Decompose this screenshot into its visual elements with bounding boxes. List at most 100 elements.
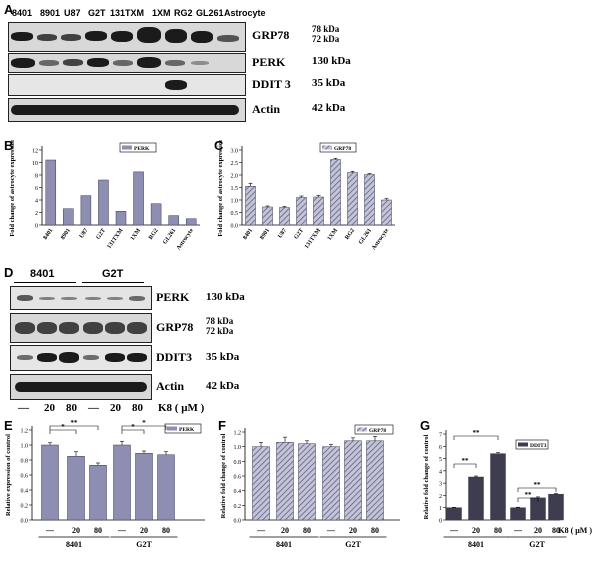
bar xyxy=(468,476,484,521)
panel-letter-b: B xyxy=(4,138,14,153)
x-tick-label: 8901 xyxy=(259,228,271,241)
dose-label: 80 xyxy=(303,526,311,535)
x-tick-label: GL261 xyxy=(358,228,373,246)
y-tick-label: 0.6 xyxy=(21,474,29,480)
group-label: 8401 xyxy=(66,540,82,549)
kda-label: 72 kDa xyxy=(206,326,234,336)
legend: PERK xyxy=(119,142,157,153)
blot-perk xyxy=(8,53,246,73)
blot-grp78 xyxy=(8,22,246,52)
bar xyxy=(344,440,362,521)
dose-label: 80 xyxy=(162,526,170,535)
significance-bracket xyxy=(517,487,557,492)
bar xyxy=(67,456,85,521)
bar xyxy=(41,444,59,521)
dose-label: 80 xyxy=(132,402,143,414)
kda-label: 78 kDa xyxy=(312,24,340,34)
group-label: 8401 xyxy=(276,540,292,549)
legend-box xyxy=(119,142,157,153)
y-tick-label: 6 xyxy=(35,186,38,192)
legend-label: GRP78 xyxy=(369,428,386,434)
bar xyxy=(157,454,175,521)
dose-label: — xyxy=(449,526,459,535)
bar xyxy=(366,440,384,521)
blot-d-actin xyxy=(10,374,152,400)
bar xyxy=(510,507,526,521)
lane-label: U87 xyxy=(64,8,81,18)
y-tick-label: 0.5 xyxy=(231,211,239,217)
y-axis-label: Fold change of astrocyte expression xyxy=(9,140,16,237)
bar xyxy=(63,208,74,226)
lane-label: RG2 xyxy=(174,8,193,18)
group-label: G2T xyxy=(136,540,152,549)
panel-letter-e: E xyxy=(4,418,13,433)
panel-letter-c: C xyxy=(214,138,224,153)
bar xyxy=(296,197,307,226)
bar xyxy=(98,179,109,226)
x-tick-label: 131TXM xyxy=(107,227,125,250)
group-label: 8401 xyxy=(468,540,484,549)
kda-label: 42 kDa xyxy=(312,102,346,114)
y-tick-label: 6 xyxy=(439,445,442,451)
dose-label: — xyxy=(88,402,99,414)
lane-label: 131TXM xyxy=(110,8,145,18)
treatment-label: K8 ( μM ) xyxy=(158,402,205,414)
bar xyxy=(364,174,375,226)
significance-bracket xyxy=(453,435,499,440)
bar xyxy=(113,444,131,521)
chart-c: 0.0 0.5 1.0 1.5 2.0 2.5 3.0 Fold change of astr… xyxy=(217,140,395,251)
y-tick-label: 10 xyxy=(32,161,38,167)
lane-label: 8901 xyxy=(40,8,61,18)
legend-label: PERK xyxy=(179,427,195,433)
dose-label: 20 xyxy=(281,526,289,535)
significance-mark: ** xyxy=(525,491,533,499)
group-label-g2t: G2T xyxy=(102,268,124,280)
lane-label: G2T xyxy=(88,8,106,18)
y-tick-label: 3.0 xyxy=(231,149,239,155)
significance-bracket xyxy=(121,429,145,434)
bar xyxy=(89,465,107,521)
y-tick-label: 12 xyxy=(32,149,38,155)
bar xyxy=(298,443,316,521)
bar xyxy=(150,203,162,226)
row-label-perk: PERK xyxy=(252,55,286,69)
y-tick-label: 2 xyxy=(439,494,442,500)
legend-box xyxy=(354,424,394,435)
group-label: G2T xyxy=(345,540,361,549)
y-axis-label: Relative fold change of control xyxy=(423,434,430,519)
bar xyxy=(279,207,290,226)
significance-mark: * xyxy=(61,423,65,431)
kda-label: 35 kDa xyxy=(206,351,240,363)
row-label-grp78: GRP78 xyxy=(252,28,290,42)
legend-box xyxy=(164,423,202,434)
significance-mark: ** xyxy=(473,429,481,437)
y-tick-label: 8 xyxy=(35,174,38,180)
blot-ddit3 xyxy=(8,74,246,96)
y-tick-label: 0.4 xyxy=(234,489,242,495)
bar xyxy=(347,172,358,226)
bar xyxy=(245,186,256,226)
x-tick-label: 8401 xyxy=(43,228,55,241)
y-tick-label: 2.0 xyxy=(231,174,239,180)
significance-mark: * xyxy=(142,420,146,427)
dose-label: 80 xyxy=(552,526,560,535)
bar xyxy=(115,211,127,226)
y-axis-label: Relative fold change of control xyxy=(220,433,227,518)
bar xyxy=(548,493,564,521)
y-tick-label: 0.8 xyxy=(21,459,29,465)
dose-label: 20 xyxy=(44,402,55,414)
significance-bracket xyxy=(121,425,167,430)
y-tick-label: 0.6 xyxy=(234,475,242,481)
significance-mark: ** xyxy=(71,420,79,427)
y-tick-label: 0.4 xyxy=(21,489,29,495)
y-tick-label: 1.5 xyxy=(231,186,239,192)
y-tick-label: 1.0 xyxy=(21,444,29,450)
y-tick-label: 0.0 xyxy=(231,224,239,230)
dose-label: — xyxy=(326,526,336,535)
lane-label: 1XM xyxy=(152,8,171,18)
blot-actin xyxy=(8,98,246,122)
bar xyxy=(330,159,341,226)
dose-label: 80 xyxy=(371,526,379,535)
y-tick-label: 4 xyxy=(439,469,442,475)
treatment-label: K8 ( μM ) xyxy=(558,526,592,535)
